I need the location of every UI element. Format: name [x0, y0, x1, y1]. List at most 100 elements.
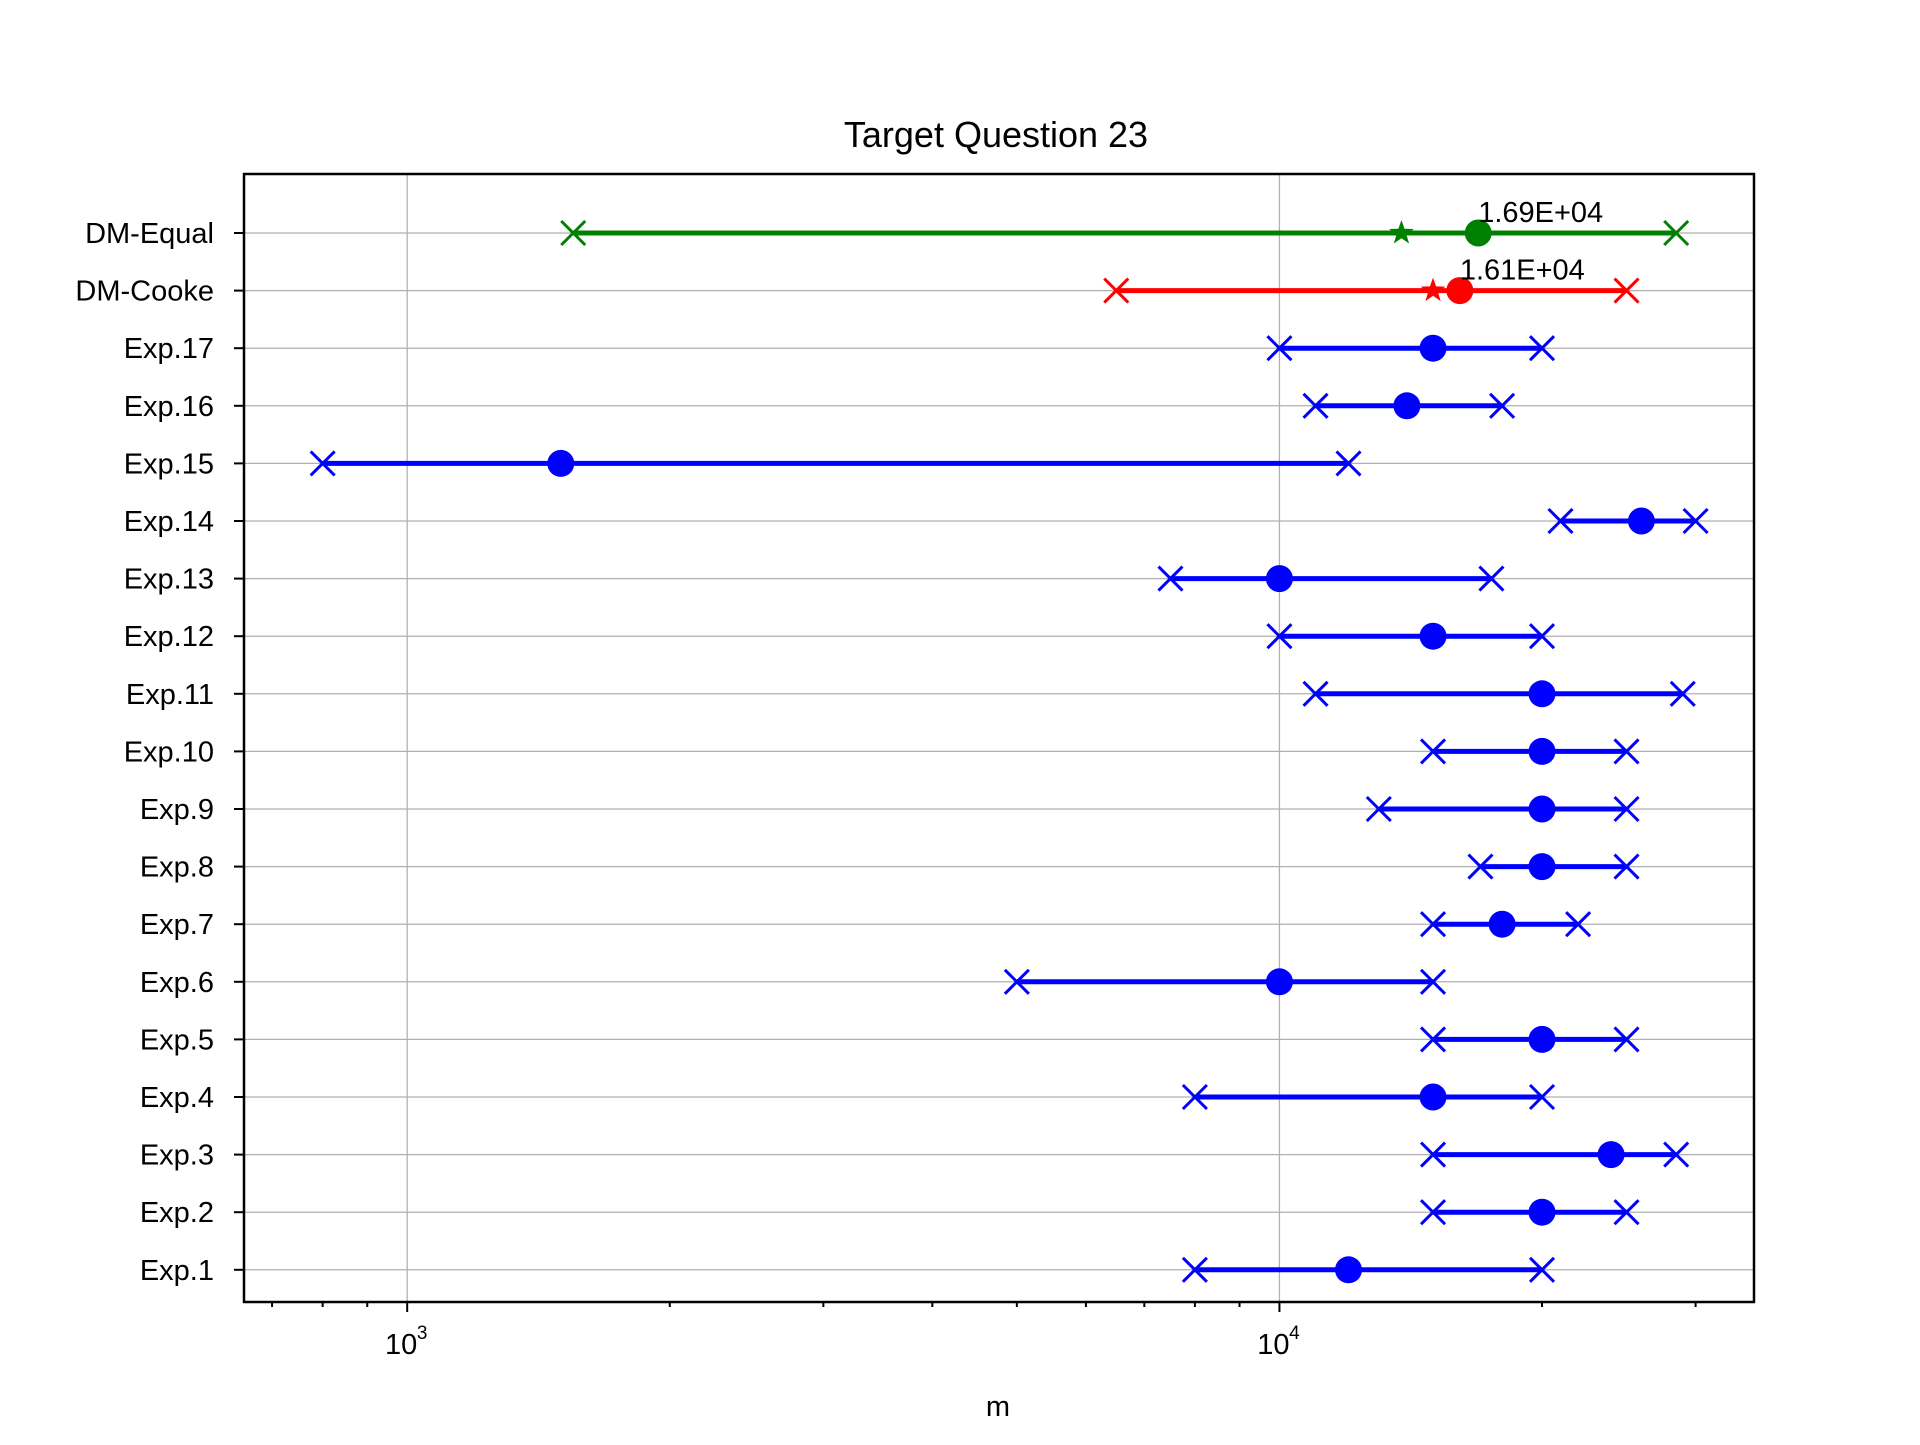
series-exp-10	[1419, 737, 1640, 765]
series-layer: 1.69E+04 1.61E+04	[309, 197, 1709, 1284]
y-tick-label: Exp.12	[124, 621, 214, 653]
plot-frame	[242, 172, 1756, 1304]
low-marker	[1157, 565, 1184, 592]
median-dot	[1265, 968, 1293, 996]
series-exp-5	[1419, 1025, 1640, 1053]
y-tick-label: Exp.16	[124, 391, 214, 423]
high-marker	[1613, 277, 1640, 304]
y-tick-label: Exp.11	[126, 679, 214, 711]
median-dot	[1488, 910, 1516, 938]
median-dot	[1393, 392, 1421, 420]
star-marker	[1389, 220, 1414, 244]
series-exp-9	[1365, 795, 1640, 823]
y-axis-ticks: DM-Equal DM-Cooke Exp.17 Exp.16 Exp.15 Exp.14…	[75, 218, 244, 1287]
series-exp-14	[1547, 507, 1709, 535]
low-marker	[1003, 968, 1030, 995]
high-marker	[1669, 680, 1696, 707]
y-tick-label: Exp.15	[124, 448, 214, 480]
x-axis-ticks: 10 3 10 4	[271, 1302, 1697, 1361]
median-dot	[1528, 1198, 1556, 1226]
x-tick-label: 10	[1257, 1329, 1289, 1361]
series-exp-11	[1302, 680, 1696, 708]
y-tick-label: Exp.17	[124, 333, 214, 365]
x-tick-label-exponent: 4	[1289, 1323, 1300, 1344]
low-marker	[560, 219, 587, 247]
median-annotation: 1.69E+04	[1478, 197, 1603, 229]
median-dot	[1464, 219, 1492, 247]
low-marker	[1302, 392, 1329, 419]
y-tick-label: Exp.2	[140, 1197, 214, 1229]
y-tick-label: Exp.8	[140, 852, 214, 884]
grid-layer	[244, 174, 1754, 1302]
high-marker	[1663, 1141, 1690, 1168]
series-dm-cooke: 1.61E+04	[1103, 255, 1640, 305]
high-marker	[1528, 1256, 1556, 1283]
high-marker	[1528, 335, 1556, 362]
high-marker	[1419, 968, 1447, 995]
low-marker	[1365, 795, 1392, 823]
median-dot	[1419, 334, 1447, 362]
low-marker	[1419, 1141, 1447, 1168]
high-marker	[1613, 1199, 1640, 1226]
low-marker	[1181, 1256, 1208, 1283]
series-exp-7	[1419, 910, 1592, 938]
high-marker	[1478, 565, 1505, 592]
y-tick-label: Exp.10	[124, 736, 214, 768]
high-marker	[1682, 507, 1709, 535]
series-exp-15	[309, 449, 1362, 477]
y-tick-label: Exp.6	[140, 967, 214, 999]
y-tick-label: Exp.4	[140, 1082, 214, 1114]
high-marker	[1613, 1026, 1640, 1053]
series-exp-16	[1302, 392, 1516, 420]
series-exp-17	[1266, 334, 1556, 362]
series-dm-equal: 1.69E+04	[560, 197, 1690, 247]
low-marker	[1419, 911, 1447, 938]
low-marker	[309, 450, 336, 477]
median-dot	[1627, 507, 1655, 535]
x-tick-label: 10	[385, 1329, 417, 1361]
median-dot	[1528, 1025, 1556, 1053]
median-dot	[1446, 277, 1474, 305]
low-marker	[1419, 1199, 1447, 1226]
y-tick-label: DM-Cooke	[75, 276, 214, 308]
series-exp-6	[1003, 968, 1447, 996]
y-tick-label: Exp.13	[124, 564, 214, 596]
low-marker	[1266, 335, 1293, 362]
low-marker	[1419, 1026, 1447, 1053]
median-dot	[1528, 737, 1556, 765]
high-marker	[1613, 795, 1640, 823]
high-marker	[1528, 623, 1556, 650]
high-marker	[1528, 1083, 1556, 1111]
series-exp-2	[1419, 1198, 1640, 1226]
y-tick-label: Exp.7	[140, 909, 214, 941]
chart-title: Target Question 23	[844, 114, 1148, 155]
median-dot	[547, 449, 575, 477]
y-tick-label: DM-Equal	[85, 218, 214, 250]
series-exp-1	[1181, 1256, 1556, 1284]
median-dot	[1597, 1141, 1625, 1169]
low-marker	[1302, 680, 1329, 707]
series-exp-8	[1467, 853, 1640, 881]
low-marker	[1103, 277, 1130, 304]
series-exp-3	[1419, 1141, 1690, 1169]
median-dot	[1335, 1256, 1363, 1284]
y-tick-label: Exp.9	[140, 794, 214, 826]
low-marker	[1266, 623, 1293, 650]
star-marker	[1420, 277, 1446, 302]
y-tick-label: Exp.1	[140, 1255, 214, 1287]
y-tick-label: Exp.5	[140, 1024, 214, 1056]
high-marker	[1335, 450, 1362, 477]
x-tick-label-exponent: 3	[417, 1323, 428, 1344]
series-exp-12	[1266, 622, 1556, 650]
high-marker	[1489, 392, 1516, 419]
series-exp-4	[1181, 1083, 1556, 1111]
high-marker	[1663, 219, 1690, 247]
low-marker	[1547, 507, 1574, 535]
low-marker	[1419, 738, 1447, 765]
x-axis-label: m	[986, 1391, 1010, 1423]
series-exp-13	[1157, 565, 1505, 593]
low-marker	[1467, 853, 1494, 880]
high-marker	[1613, 738, 1640, 765]
